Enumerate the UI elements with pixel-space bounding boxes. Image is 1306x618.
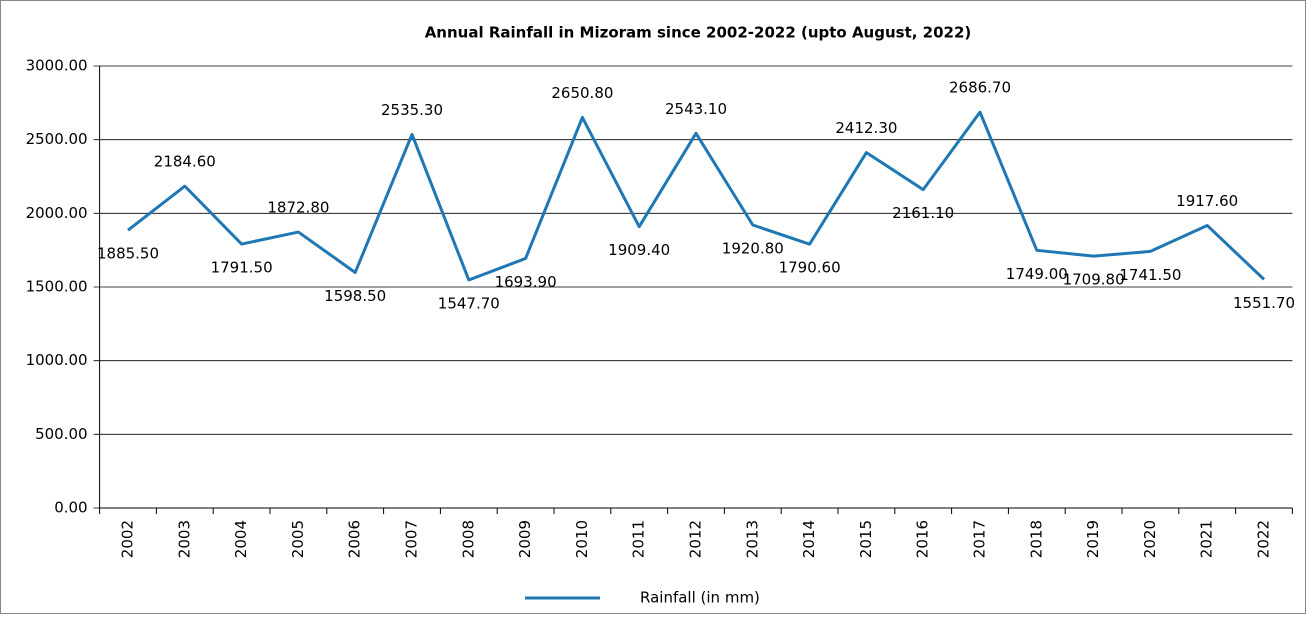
x-tick-label: 2018: [1027, 520, 1045, 558]
x-tick-label: 2011: [630, 520, 648, 558]
data-label: 1749.00: [1006, 265, 1068, 283]
x-tick-label: 2016: [914, 520, 932, 558]
data-label: 1920.80: [722, 240, 784, 258]
data-label: 1547.70: [438, 294, 500, 312]
data-label: 2412.30: [835, 119, 897, 137]
x-tick-label: 2015: [857, 520, 875, 558]
x-tick-label: 2004: [232, 520, 250, 558]
x-tick-label: 2019: [1084, 520, 1102, 558]
x-tick-label: 2021: [1198, 520, 1216, 558]
data-label: 1791.50: [211, 259, 273, 277]
y-tick-label: 3000.00: [26, 57, 88, 75]
data-label: 1909.40: [608, 241, 670, 259]
x-tick-label: 2002: [119, 520, 137, 558]
data-label: 2543.10: [665, 100, 727, 118]
x-tick-label: 2009: [516, 520, 534, 558]
y-tick-label: 500.00: [35, 425, 88, 443]
data-label: 2686.70: [949, 79, 1011, 97]
legend-label: Rainfall (in mm): [640, 589, 760, 607]
data-label: 1598.50: [324, 287, 386, 305]
data-label: 1872.80: [267, 199, 329, 217]
y-tick-label: 2500.00: [26, 130, 88, 148]
x-tick-label: 2017: [971, 520, 989, 558]
y-tick-label: 1500.00: [26, 278, 88, 296]
data-label: 1709.80: [1063, 271, 1125, 289]
x-tick-label: 2010: [573, 520, 591, 558]
y-tick-label: 0.00: [54, 499, 87, 517]
data-label: 2184.60: [154, 153, 216, 171]
x-tick-label: 2022: [1255, 520, 1273, 558]
data-label: 1885.50: [97, 245, 159, 263]
data-label: 1741.50: [1119, 266, 1181, 284]
data-label: 1551.70: [1233, 294, 1295, 312]
data-label: 1693.90: [495, 273, 557, 291]
x-tick-label: 2008: [459, 520, 477, 558]
chart-title: Annual Rainfall in Mizoram since 2002-20…: [425, 24, 972, 42]
x-tick-label: 2012: [687, 520, 705, 558]
x-tick-label: 2007: [403, 520, 421, 558]
x-tick-label: 2014: [800, 520, 818, 558]
y-tick-label: 1000.00: [26, 351, 88, 369]
data-label: 2161.10: [892, 204, 954, 222]
y-tick-label: 2000.00: [26, 204, 88, 222]
x-tick-label: 2005: [289, 520, 307, 558]
data-label: 2650.80: [551, 84, 613, 102]
x-tick-label: 2020: [1141, 520, 1159, 558]
x-tick-label: 2003: [175, 520, 193, 558]
x-tick-label: 2013: [743, 520, 761, 558]
data-label: 1790.60: [779, 259, 841, 277]
data-label: 2535.30: [381, 101, 443, 119]
data-label: 1917.60: [1176, 192, 1238, 210]
x-tick-label: 2006: [346, 520, 364, 558]
data-line: [127, 110, 1266, 282]
